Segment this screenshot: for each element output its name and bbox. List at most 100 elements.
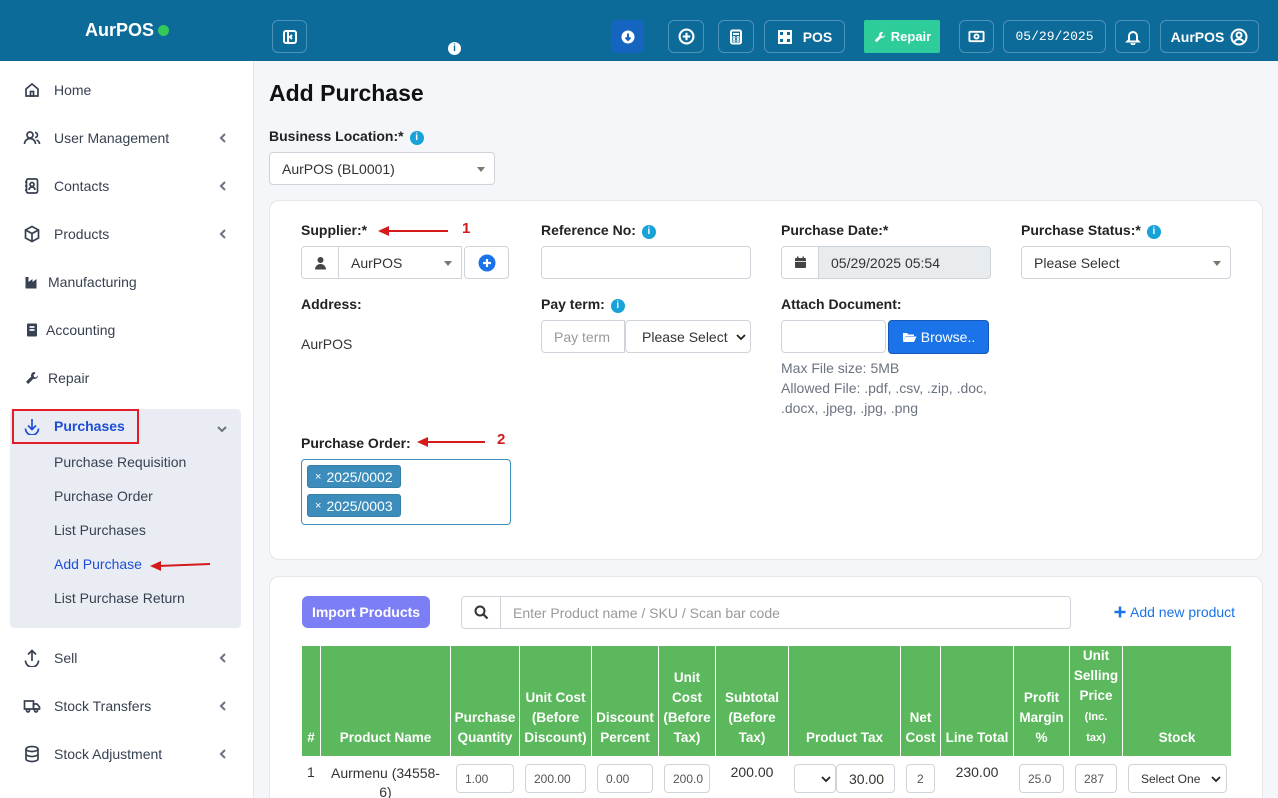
annotation-arrow-icon: [150, 561, 211, 571]
allowed-files-line-2: .docx, .jpeg, .jpg, .png: [781, 400, 918, 416]
sidebar-item-label: Home: [54, 82, 92, 98]
reference-input[interactable]: [541, 246, 751, 279]
attach-document-label: Attach Document:: [781, 296, 902, 312]
repair-button[interactable]: Repair: [864, 20, 940, 53]
sidebar-item-stock-adjustment[interactable]: Stock Adjustment: [10, 734, 242, 774]
row-line-total: 230.00: [955, 764, 999, 780]
notifications-button[interactable]: [1115, 20, 1150, 53]
purchases-highlight-box: [12, 409, 139, 444]
sidebar-item-label: Stock Adjustment: [54, 746, 163, 762]
browse-button[interactable]: Browse..: [888, 320, 989, 354]
remove-tag-icon[interactable]: ×: [315, 499, 322, 512]
col-header-unit-cost: Unit Cost (Before Discount): [520, 646, 591, 756]
sidebar-toggle-button[interactable]: [272, 20, 307, 53]
pos-button[interactable]: POS: [764, 20, 845, 53]
row-tax-input[interactable]: 30.00: [836, 764, 895, 793]
brand-logo[interactable]: AurPOS: [0, 0, 254, 61]
info-icon[interactable]: i: [409, 131, 424, 145]
sidebar-item-sell[interactable]: Sell: [10, 638, 242, 678]
col-header-line-total: Line Total: [941, 646, 1013, 756]
col-header-unit-cost-before-tax: Unit Cost (Before Tax): [659, 646, 715, 756]
row-qty-input[interactable]: 1.00: [456, 764, 514, 793]
info-icon[interactable]: i: [1146, 225, 1161, 239]
reference-label: Reference No: i: [541, 222, 656, 239]
purchase-status-select[interactable]: Please Select: [1021, 246, 1231, 279]
grid-icon: [777, 29, 792, 44]
sidebar-item-products[interactable]: Products: [10, 214, 242, 254]
sidebar-item-repair[interactable]: Repair: [10, 358, 242, 398]
purchase-order-label: Purchase Order:: [301, 435, 411, 451]
purchase-order-tag[interactable]: × 2025/0003: [307, 494, 401, 517]
row-stock-value: Select One: [1141, 771, 1201, 786]
row-unit-cost-input[interactable]: 200.00: [525, 764, 586, 793]
row-subtotal: 200.00: [730, 764, 774, 780]
col-header-selling-price: Unit Selling Price (Inc. tax): [1070, 646, 1122, 756]
date-display[interactable]: 05/29/2025: [1003, 20, 1106, 53]
download-button[interactable]: [611, 20, 644, 53]
address-value: AurPOS: [301, 336, 353, 352]
purchase-order-tag[interactable]: × 2025/0002: [307, 465, 401, 488]
pay-term-input[interactable]: Pay term: [541, 320, 625, 353]
top-navbar: AurPOS i POS Repair 05/29/2025 AurPOS: [0, 0, 1278, 61]
plus-icon: [1114, 606, 1126, 618]
calendar-addon: [781, 246, 819, 279]
col-header-purchase-qty: Purchase Quantity: [451, 646, 519, 756]
sidebar-item-manufacturing[interactable]: Manufacturing: [10, 262, 242, 302]
row-profit-input[interactable]: 25.0: [1019, 764, 1064, 793]
attach-file-input[interactable]: [781, 320, 886, 353]
row-selling-price-input[interactable]: 287: [1075, 764, 1117, 793]
calculator-button[interactable]: [718, 20, 754, 53]
cash-register-button[interactable]: [959, 20, 994, 53]
row-stock-select[interactable]: Select One: [1128, 764, 1227, 793]
sidebar-item-label: Purchases: [54, 418, 125, 434]
sidebar-item-user-management[interactable]: User Management: [10, 118, 242, 158]
chevron-down-icon: [216, 421, 228, 437]
sidebar-item-stock-transfers[interactable]: Stock Transfers: [10, 686, 242, 726]
add-new-product-link[interactable]: Add new product: [1114, 604, 1235, 620]
col-header-stock: Stock: [1123, 646, 1231, 756]
sidebar-item-accounting[interactable]: Accounting: [10, 310, 242, 350]
home-icon: [22, 80, 42, 100]
pay-term-select[interactable]: Please Select: [625, 320, 751, 353]
product-search-input[interactable]: Enter Product name / SKU / Scan bar code: [500, 596, 1071, 629]
row-tax-select[interactable]: [794, 764, 836, 793]
submenu-list-purchase-return[interactable]: List Purchase Return: [54, 590, 185, 606]
sidebar-item-purchases[interactable]: Purchases: [10, 406, 242, 446]
plus-circle-icon: [678, 28, 694, 45]
allowed-files-line-1: Allowed File: .pdf, .csv, .zip, .doc,: [781, 380, 987, 396]
info-icon[interactable]: i: [448, 42, 461, 55]
purchase-date-label: Purchase Date:*: [781, 222, 889, 238]
address-label: Address:: [301, 296, 362, 312]
col-header-profit-margin: Profit Margin%: [1014, 646, 1069, 756]
row-unit-cost-before-tax-input[interactable]: 200.0: [664, 764, 710, 793]
remove-tag-icon[interactable]: ×: [315, 470, 322, 483]
annotation-arrow-icon: [417, 437, 485, 447]
pay-term-label: Pay term: i: [541, 296, 625, 313]
submenu-purchase-order[interactable]: Purchase Order: [54, 488, 153, 504]
info-icon[interactable]: i: [641, 225, 656, 239]
wrench-icon: [874, 31, 886, 42]
submenu-add-purchase[interactable]: Add Purchase: [54, 556, 142, 572]
purchase-date-input[interactable]: 05/29/2025 05:54: [818, 246, 991, 279]
pay-term-placeholder: Pay term: [554, 328, 611, 345]
business-location-select[interactable]: AurPOS (BL0001): [269, 152, 495, 185]
submenu-list-purchases[interactable]: List Purchases: [54, 522, 146, 538]
submenu-purchase-requisition[interactable]: Purchase Requisition: [54, 454, 187, 470]
upload-arrow-icon: [22, 648, 42, 668]
sidebar-item-contacts[interactable]: Contacts: [10, 166, 242, 206]
row-net-cost-input[interactable]: 2: [906, 764, 935, 793]
book-icon: [22, 320, 42, 340]
business-location-value: AurPOS (BL0001): [282, 160, 395, 177]
sidebar-item-label: Manufacturing: [48, 274, 137, 290]
repair-label: Repair: [890, 29, 932, 44]
sidebar-item-home[interactable]: Home: [10, 70, 242, 110]
truck-icon: [22, 696, 42, 716]
add-supplier-button[interactable]: [464, 246, 509, 279]
supplier-select[interactable]: AurPOS: [338, 246, 462, 279]
pay-term-select-value: Please Select: [642, 328, 728, 345]
user-menu-button[interactable]: AurPOS: [1160, 20, 1259, 53]
info-icon[interactable]: i: [610, 299, 625, 313]
add-button[interactable]: [668, 20, 704, 53]
row-discount-input[interactable]: 0.00: [597, 764, 653, 793]
import-products-button[interactable]: Import Products: [302, 596, 430, 628]
